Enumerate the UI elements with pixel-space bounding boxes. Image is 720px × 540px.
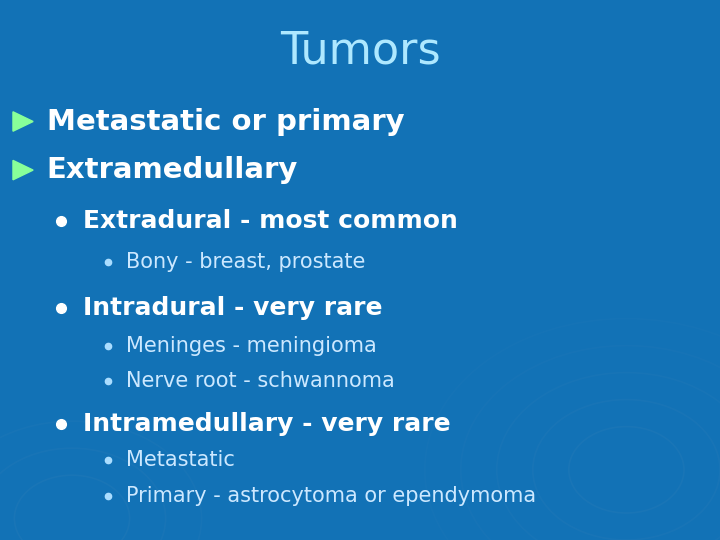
Text: Intramedullary - very rare: Intramedullary - very rare (83, 412, 451, 436)
Text: Intradural - very rare: Intradural - very rare (83, 296, 382, 320)
Polygon shape (13, 160, 33, 180)
Text: Tumors: Tumors (279, 30, 441, 73)
Text: Metastatic: Metastatic (126, 450, 235, 470)
Text: Extradural - most common: Extradural - most common (83, 210, 458, 233)
Text: Metastatic or primary: Metastatic or primary (47, 107, 405, 136)
Text: Meninges - meningioma: Meninges - meningioma (126, 335, 377, 356)
Polygon shape (13, 112, 33, 131)
Text: Primary - astrocytoma or ependymoma: Primary - astrocytoma or ependymoma (126, 485, 536, 506)
Text: Extramedullary: Extramedullary (47, 156, 298, 184)
Text: Nerve root - schwannoma: Nerve root - schwannoma (126, 370, 395, 391)
Text: Bony - breast, prostate: Bony - breast, prostate (126, 252, 365, 272)
